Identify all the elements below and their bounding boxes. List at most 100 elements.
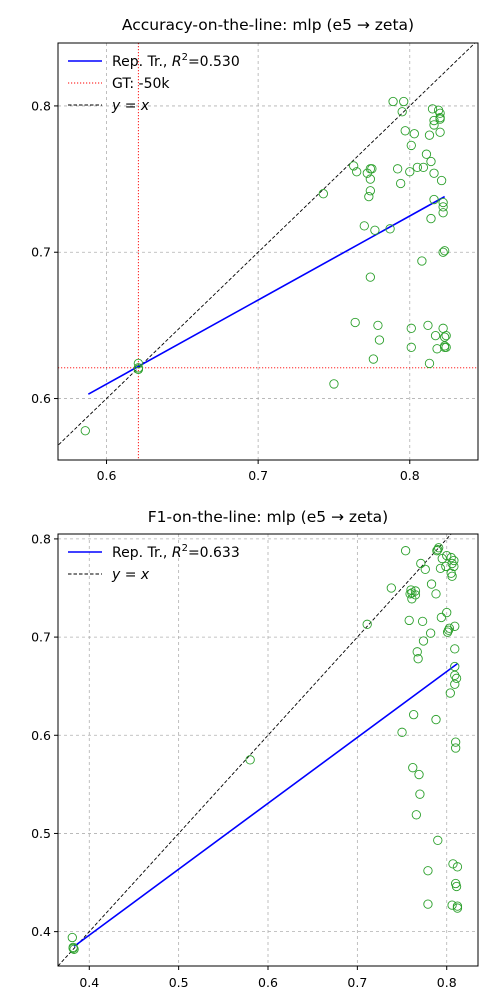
chart-title: Accuracy-on-the-line: mlp (e5 → zeta) — [122, 16, 414, 34]
y-tick-label: 0.5 — [31, 826, 51, 841]
data-point — [429, 168, 439, 178]
axes-frame — [57, 42, 479, 461]
data-point — [133, 358, 144, 369]
data-point — [450, 670, 460, 681]
data-point — [418, 162, 429, 173]
fit-line — [87, 195, 446, 395]
data-point — [318, 189, 328, 199]
data-point — [439, 246, 450, 256]
data-point — [416, 558, 426, 569]
data-point — [450, 679, 460, 689]
data-point — [442, 550, 452, 561]
y-tick-label: 0.6 — [31, 728, 51, 743]
x-tick-label: 0.7 — [347, 975, 367, 990]
grid-lines — [58, 43, 478, 460]
data-point — [412, 162, 423, 173]
data-point — [67, 932, 77, 943]
data-point — [427, 104, 438, 114]
data-point — [80, 426, 90, 436]
data-point — [365, 186, 375, 196]
data-point — [69, 944, 79, 954]
data-point — [447, 571, 457, 581]
x-tick-label: 0.5 — [169, 975, 189, 990]
data-point — [429, 120, 439, 130]
data-point — [424, 358, 435, 369]
data-point — [397, 107, 407, 117]
data-point — [365, 174, 375, 184]
data-point — [451, 881, 462, 892]
data-point — [367, 164, 377, 174]
data-point — [400, 546, 411, 556]
data-point — [433, 545, 443, 555]
data-point — [429, 115, 439, 126]
identity-line — [58, 43, 476, 446]
data-point — [406, 342, 416, 352]
data-point — [405, 167, 415, 177]
data-point — [449, 555, 459, 566]
data-point — [352, 167, 362, 177]
data-point — [388, 96, 398, 107]
data-point — [365, 272, 375, 282]
data-point — [426, 156, 436, 167]
identity-line — [58, 534, 452, 966]
data-point — [385, 224, 395, 234]
data-point — [412, 647, 422, 657]
data-point — [245, 755, 255, 765]
data-point — [410, 586, 421, 596]
data-point — [441, 330, 451, 341]
data-point — [409, 129, 419, 139]
data-point — [373, 320, 383, 331]
x-tick-label: 0.7 — [248, 468, 268, 483]
data-point — [429, 194, 439, 205]
data-point — [450, 621, 460, 631]
data-point — [409, 710, 419, 720]
data-point — [406, 140, 416, 151]
data-point — [449, 561, 459, 572]
data-point — [431, 714, 441, 725]
data-point — [426, 213, 436, 224]
y-tick-label: 0.7 — [31, 245, 51, 260]
data-point — [423, 866, 433, 876]
data-point — [433, 105, 444, 115]
data-point — [415, 789, 425, 799]
fit-line — [73, 662, 458, 948]
data-point — [392, 164, 403, 174]
data-point — [349, 161, 359, 171]
data-point — [430, 330, 441, 341]
data-point — [417, 256, 427, 266]
data-point — [426, 579, 437, 589]
data-point — [420, 564, 430, 574]
data-point — [359, 221, 369, 231]
x-tick-label: 0.4 — [79, 975, 99, 990]
data-point — [386, 583, 396, 593]
y-tick-label: 0.4 — [31, 924, 51, 939]
x-tick-label: 0.6 — [97, 468, 117, 483]
data-point — [350, 317, 360, 328]
data-point — [434, 543, 444, 553]
data-point — [370, 225, 380, 235]
data-point — [399, 96, 409, 107]
data-point — [447, 558, 457, 569]
data-point — [424, 130, 435, 140]
data-point — [431, 589, 441, 599]
data-point — [329, 379, 339, 389]
x-tick-label: 0.8 — [437, 975, 457, 990]
data-point — [400, 126, 410, 136]
data-point — [133, 364, 144, 374]
legend-label: Rep. Tr., R2=0.530 — [112, 52, 240, 70]
data-point — [439, 341, 450, 351]
data-point — [438, 208, 448, 218]
data-point — [433, 835, 443, 845]
data-point — [364, 191, 374, 202]
data-point — [417, 616, 428, 627]
x-tick-label: 0.6 — [258, 975, 278, 990]
data-point — [68, 942, 78, 952]
data-point — [396, 178, 406, 189]
data-point — [451, 737, 461, 747]
data-point — [418, 636, 429, 646]
data-point — [452, 901, 463, 911]
plot-area — [58, 534, 463, 966]
data-point — [435, 108, 445, 118]
data-point — [446, 552, 456, 563]
